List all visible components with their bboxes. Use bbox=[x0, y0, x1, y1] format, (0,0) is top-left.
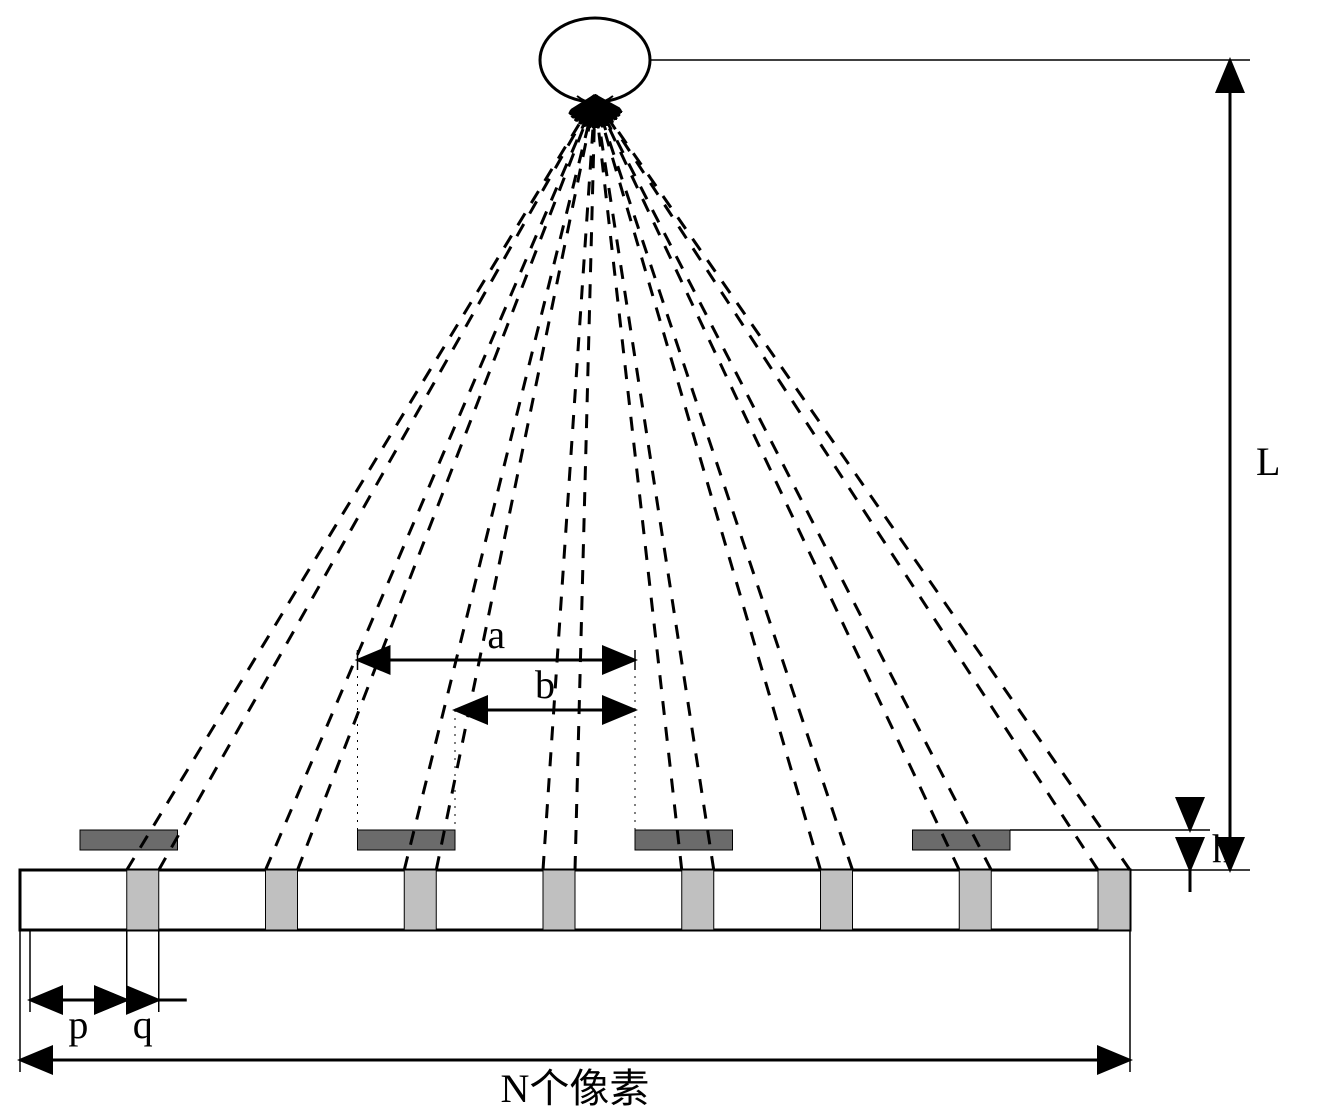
dark-subpixel bbox=[959, 870, 991, 930]
sight-ray bbox=[159, 98, 595, 870]
dimension-label: a bbox=[487, 612, 505, 657]
sight-ray bbox=[404, 98, 595, 870]
dimension-label: L bbox=[1256, 439, 1280, 484]
parallax-barrier bbox=[80, 830, 178, 850]
dimension-label-n: N个像素 bbox=[501, 1066, 650, 1111]
sight-ray bbox=[595, 98, 853, 870]
dimension-label: p bbox=[68, 1002, 88, 1047]
sight-ray bbox=[436, 98, 595, 870]
dark-subpixel bbox=[266, 870, 298, 930]
sight-ray bbox=[595, 98, 821, 870]
dimension-label: b bbox=[535, 662, 555, 707]
parallax-barrier bbox=[635, 830, 733, 850]
dark-subpixel bbox=[682, 870, 714, 930]
dark-subpixel bbox=[404, 870, 436, 930]
sight-ray bbox=[127, 98, 595, 870]
parallax-barrier bbox=[913, 830, 1011, 850]
eye-outline bbox=[540, 18, 650, 102]
parallax-barrier bbox=[358, 830, 456, 850]
sight-ray bbox=[266, 98, 596, 870]
sight-ray bbox=[595, 98, 1098, 870]
sight-ray bbox=[595, 98, 1130, 870]
sight-ray bbox=[575, 98, 595, 870]
svg-text:q: q bbox=[133, 1002, 153, 1047]
dark-subpixel bbox=[821, 870, 853, 930]
dark-subpixel bbox=[543, 870, 575, 930]
sight-ray bbox=[595, 98, 959, 870]
dark-subpixel bbox=[127, 870, 159, 930]
dark-subpixel bbox=[1098, 870, 1130, 930]
svg-text:h: h bbox=[1212, 826, 1232, 871]
